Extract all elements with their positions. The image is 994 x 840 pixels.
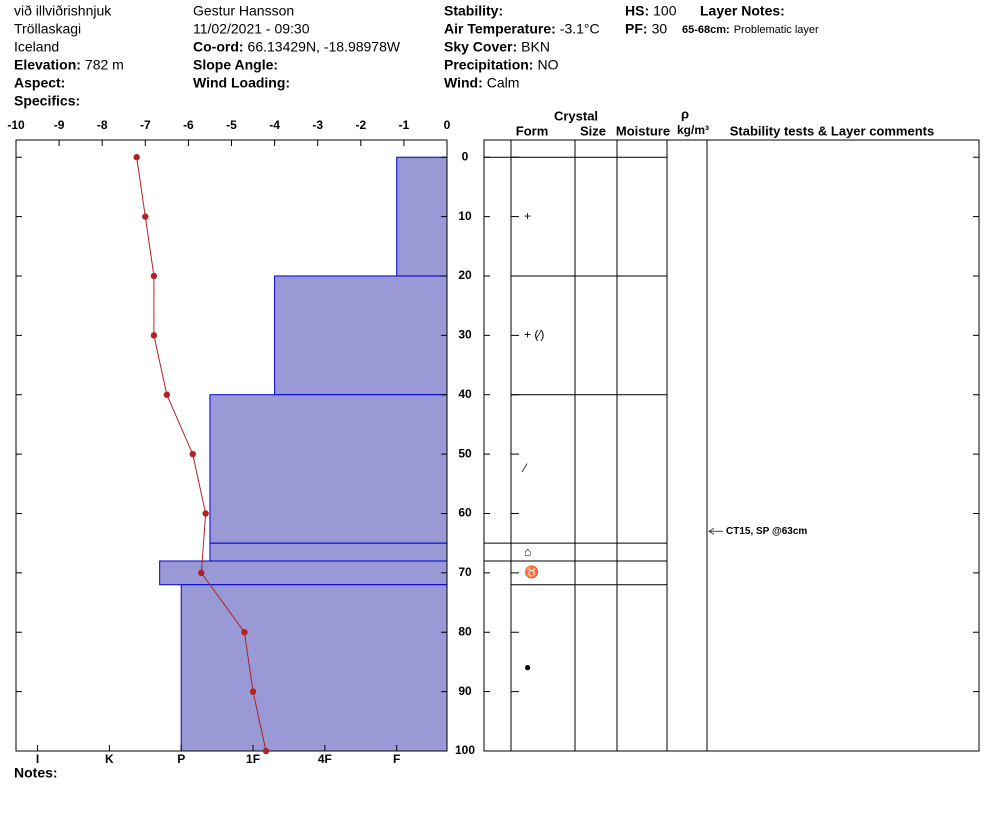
column-header: Moisture: [616, 123, 670, 138]
temperature-point: [150, 272, 158, 280]
y-tick-label: 80: [458, 624, 472, 638]
field-value: BKN: [521, 39, 550, 55]
y-tick-label: 50: [458, 446, 472, 460]
field-label: Air Temperature:: [444, 21, 556, 37]
x-tick-label: -9: [54, 118, 65, 132]
x-tick-label: 0: [444, 118, 451, 132]
grain-form: ⌂: [524, 544, 531, 558]
location: Tröllaskagi: [14, 21, 81, 37]
hardness-bar: [274, 275, 448, 396]
y-tick-label: 10: [458, 209, 472, 223]
field-value: 782 m: [85, 57, 124, 73]
field-label: 65-68cm:: [682, 24, 730, 36]
temperature-point: [249, 688, 257, 695]
x-tick-label: -2: [355, 118, 366, 132]
field-value: 66.13429N, -18.98978W: [248, 39, 401, 55]
field-value: 30: [652, 21, 668, 37]
hardness-tick-label: 4F: [318, 752, 332, 766]
field-value: NO: [537, 57, 558, 73]
hardness-tick-label: K: [105, 752, 114, 766]
field-label: Aspect:: [14, 75, 65, 91]
y-tick-label: 70: [458, 565, 472, 579]
x-tick-label: -4: [269, 118, 280, 132]
y-tick-label: 100: [455, 743, 475, 757]
field-label: Elevation:: [14, 57, 81, 73]
field-value: -3.1°C: [560, 21, 600, 37]
hardness-bar: [209, 542, 448, 562]
temperature-point: [150, 332, 158, 339]
location: Iceland: [14, 39, 59, 55]
field-label: Wind:: [444, 75, 483, 91]
x-tick-label: -5: [226, 118, 237, 132]
grain-form: +: [524, 209, 531, 223]
field-value: Calm: [487, 75, 520, 91]
column-header: Form: [516, 123, 549, 138]
grain-form: ♉: [524, 565, 539, 579]
x-tick-label: -7: [140, 118, 151, 132]
x-tick-label: -8: [97, 118, 108, 132]
temperature-point: [198, 569, 205, 577]
datetime: 11/02/2021 - 09:30: [193, 21, 310, 37]
y-tick-label: 90: [458, 684, 472, 698]
y-tick-label: 40: [458, 387, 472, 401]
grain-form: + (⁄): [524, 328, 544, 342]
field-value: Problematic layer: [734, 24, 819, 36]
field-label: Wind Loading:: [193, 75, 290, 91]
layer-table: [483, 139, 980, 752]
test-arrowhead: [708, 527, 715, 535]
field-label: Sky Cover:: [444, 39, 517, 55]
temperature-point: [262, 747, 270, 755]
temperature-point: [202, 510, 209, 517]
temperature-point: [142, 213, 149, 220]
temperature-point: [241, 629, 248, 636]
location: við illviðrishnjuk: [14, 3, 112, 19]
column-header: Crystal: [554, 108, 598, 123]
hardness-tick-label: 1F: [246, 752, 260, 766]
field-label: Specifics:: [14, 93, 80, 109]
grain-form: ●: [524, 660, 531, 674]
column-header: kg/m³: [677, 123, 709, 137]
y-tick-label: 60: [458, 506, 472, 520]
test-label: CT15, SP @63cm: [726, 526, 807, 537]
y-tick-label: 0: [462, 149, 469, 163]
y-tick-label: 30: [458, 328, 472, 342]
column-header: Size: [580, 123, 606, 138]
observer: Gestur Hansson: [193, 3, 294, 19]
hardness-tick-label: P: [177, 752, 185, 766]
temperature-point: [163, 391, 171, 398]
hardness-bar: [209, 394, 448, 544]
temperature-point: [133, 154, 140, 161]
hardness-bar: [180, 584, 448, 752]
field-label: Stability:: [444, 3, 503, 19]
x-tick-label: -10: [7, 118, 25, 132]
field-label: HS:: [625, 3, 649, 19]
notes-label: Notes:: [14, 765, 58, 781]
x-tick-label: -6: [183, 118, 194, 132]
field-value: 100: [653, 3, 677, 19]
column-header: ρ: [681, 106, 689, 121]
hardness-tick-label: F: [393, 752, 400, 766]
field-label: Precipitation:: [444, 57, 533, 73]
field-label: Layer Notes:: [700, 3, 785, 19]
x-tick-label: -1: [399, 118, 410, 132]
column-header: Stability tests & Layer comments: [730, 123, 934, 138]
hardness-bar: [396, 156, 448, 277]
field-label: Co-ord:: [193, 39, 244, 55]
x-tick-label: -3: [312, 118, 323, 132]
y-tick-label: 20: [458, 268, 472, 282]
grain-form: ⁄: [521, 461, 528, 475]
field-label: PF:: [625, 21, 648, 37]
field-label: Slope Angle:: [193, 57, 278, 73]
hardness-tick-label: I: [36, 752, 39, 766]
temperature-point: [189, 450, 196, 458]
